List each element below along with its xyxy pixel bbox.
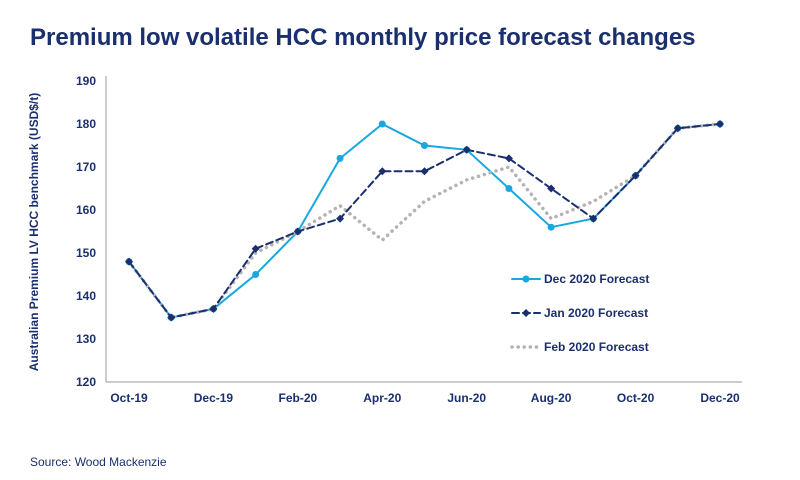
x-tick-label: Dec-19 (194, 391, 234, 405)
y-tick-label: 170 (76, 160, 96, 174)
data-point (504, 154, 513, 163)
legend-label: Jan 2020 Forecast (544, 306, 648, 320)
data-point (336, 154, 344, 162)
data-point (547, 184, 556, 193)
x-tick-label: Feb-20 (279, 391, 318, 405)
data-point (125, 257, 133, 266)
x-tick-label: Aug-20 (531, 391, 572, 405)
data-point (631, 171, 640, 180)
data-point (251, 244, 260, 253)
legend-label: Dec 2020 Forecast (544, 272, 649, 286)
data-point (378, 120, 386, 128)
x-tick-label: Apr-20 (363, 391, 401, 405)
x-tick-label: Oct-19 (110, 391, 148, 405)
data-point (209, 304, 218, 313)
data-point (378, 167, 387, 176)
data-point (589, 214, 598, 223)
data-point (673, 124, 682, 133)
series-line-0 (128, 122, 721, 319)
source-note: Source: Wood Mackenzie (30, 455, 167, 469)
y-tick-label: 130 (76, 332, 96, 346)
data-point (716, 120, 724, 128)
data-point (252, 271, 260, 278)
data-point (293, 227, 302, 236)
y-axis-label: Australian Premium LV HCC benchmark (USD… (27, 93, 41, 372)
legend-label: Feb 2020 Forecast (544, 340, 649, 354)
legend-marker (522, 309, 530, 317)
data-point (420, 167, 429, 176)
y-tick-label: 140 (76, 289, 96, 303)
data-point (547, 223, 555, 231)
data-point (462, 145, 471, 154)
chart-title: Premium low volatile HCC monthly price f… (30, 24, 696, 51)
x-tick-label: Jun-20 (447, 391, 486, 405)
data-point (505, 185, 513, 192)
series-line-1 (128, 123, 721, 319)
y-tick-label: 150 (76, 246, 96, 260)
y-tick-label: 180 (76, 117, 96, 131)
data-point (167, 313, 176, 322)
x-tick-label: Dec-20 (700, 391, 740, 405)
data-point (336, 214, 345, 223)
x-tick-label: Oct-20 (617, 391, 655, 405)
y-tick-label: 120 (76, 375, 96, 389)
y-tick-label: 160 (76, 203, 96, 217)
y-tick-label: 190 (76, 74, 96, 88)
legend-marker (522, 275, 530, 283)
data-point (421, 142, 428, 149)
series-line-2 (127, 122, 722, 320)
